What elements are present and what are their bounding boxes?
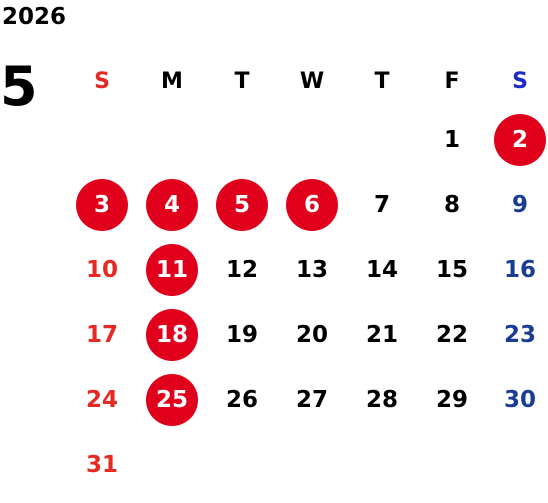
day-number: 1 [443,126,460,153]
weekday-label: S [512,68,528,94]
day-number: 14 [365,256,398,283]
day-cell[interactable]: 27 [277,367,347,432]
day-cell[interactable]: 13 [277,237,347,302]
day-cell[interactable]: 21 [347,302,417,367]
day-number: 15 [435,256,468,283]
day-number: 30 [503,386,536,413]
day-number: 17 [85,321,118,348]
weekday-label: F [444,68,460,94]
weekday-label: T [234,68,250,94]
weekday-label: M [161,68,183,94]
week-row: 31 [67,432,548,497]
day-cell[interactable]: 20 [277,302,347,367]
day-number: 7 [373,191,390,218]
day-number: 8 [443,191,460,218]
week-row: 17 18 19 20 21 22 23 [67,302,548,367]
day-cell[interactable]: 24 [67,367,137,432]
holiday-day-number: 4 [146,178,198,231]
holiday-day-number: 25 [146,373,198,426]
day-cell[interactable]: 14 [347,237,417,302]
day-cell[interactable]: 17 [67,302,137,367]
day-number: 19 [225,321,258,348]
day-cell[interactable]: 15 [417,237,487,302]
day-number: 26 [225,386,258,413]
day-cell[interactable]: 16 [485,237,548,302]
weekday-label: W [299,68,325,94]
day-cell[interactable]: 19 [207,302,277,367]
calendar-grid: S M T W T F S 1 2 3 4 5 6 7 8 9 10 11 12 13 14 15 16 17 18 19 20 21… [67,55,548,497]
day-cell[interactable]: 11 [137,237,207,302]
day-number: 10 [85,256,118,283]
day-cell[interactable]: 30 [485,367,548,432]
day-number: 23 [503,321,536,348]
holiday-day-number: 18 [146,308,198,361]
week-row: 10 11 12 13 14 15 16 [67,237,548,302]
weekday-label: T [374,68,390,94]
day-cell[interactable]: 3 [67,172,137,237]
day-cell[interactable]: 5 [207,172,277,237]
day-cell[interactable]: 9 [485,172,548,237]
day-cell[interactable]: 25 [137,367,207,432]
holiday-day-number: 6 [286,178,338,231]
day-cell[interactable]: 22 [417,302,487,367]
day-cell[interactable]: 12 [207,237,277,302]
day-cell[interactable]: 8 [417,172,487,237]
day-cell[interactable]: 7 [347,172,417,237]
day-number: 21 [365,321,398,348]
weekday-label: S [94,68,110,94]
day-cell[interactable]: 18 [137,302,207,367]
week-row: 24 25 26 27 28 29 30 [67,367,548,432]
day-number: 9 [511,191,528,218]
day-cell[interactable]: 29 [417,367,487,432]
day-number: 31 [85,451,118,478]
day-cell[interactable]: 26 [207,367,277,432]
day-cell[interactable]: 10 [67,237,137,302]
day-cell[interactable]: 31 [67,432,137,497]
day-number: 22 [435,321,468,348]
day-number: 24 [85,386,118,413]
day-cell[interactable]: 28 [347,367,417,432]
day-cell[interactable]: 2 [485,107,548,172]
day-number: 29 [435,386,468,413]
month-label: 5 [0,55,38,118]
day-number: 20 [295,321,328,348]
day-cell[interactable]: 1 [417,107,487,172]
day-number: 12 [225,256,258,283]
day-number: 16 [503,256,536,283]
year-label: 2026 [2,4,67,30]
day-number: 13 [295,256,328,283]
day-cell[interactable]: 23 [485,302,548,367]
day-cell[interactable]: 6 [277,172,347,237]
holiday-day-number: 2 [494,113,546,166]
day-number: 27 [295,386,328,413]
day-cell[interactable]: 4 [137,172,207,237]
holiday-day-number: 3 [76,178,128,231]
holiday-day-number: 11 [146,243,198,296]
day-number: 28 [365,386,398,413]
holiday-day-number: 5 [216,178,268,231]
